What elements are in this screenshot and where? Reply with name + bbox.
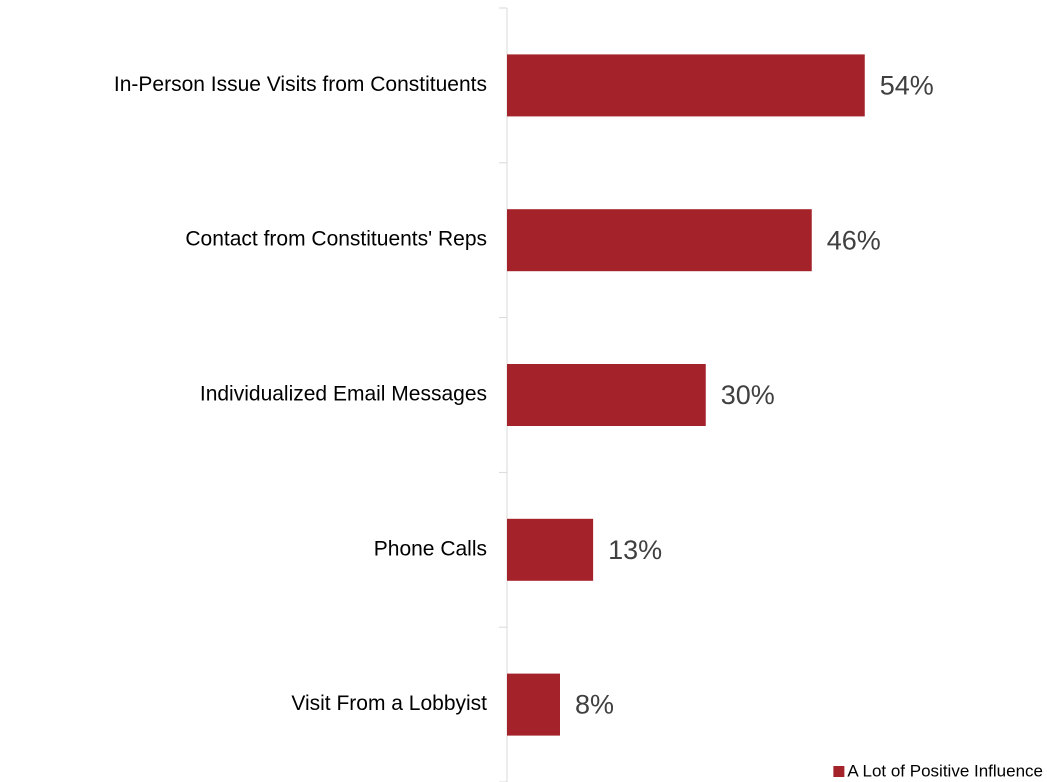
- legend-label: A Lot of Positive Influence: [847, 761, 1043, 780]
- data-label: 46%: [827, 225, 881, 255]
- data-label: 8%: [575, 690, 614, 720]
- bar: [507, 54, 865, 117]
- data-label: 13%: [608, 535, 662, 565]
- y-tick-label: Contact from Constituents' Reps: [185, 228, 487, 251]
- bar: [507, 673, 560, 736]
- bar: [507, 518, 594, 581]
- bar: [507, 364, 706, 426]
- y-tick-label: Phone Calls: [374, 537, 487, 560]
- data-label: 30%: [721, 380, 775, 410]
- y-tick-label: Individualized Email Messages: [200, 383, 487, 406]
- data-label: 54%: [880, 71, 934, 101]
- y-tick-label: Visit From a Lobbyist: [291, 692, 487, 715]
- bar: [507, 209, 812, 272]
- y-tick-label: In-Person Issue Visits from Constituents: [114, 73, 487, 96]
- legend-swatch: [833, 766, 845, 777]
